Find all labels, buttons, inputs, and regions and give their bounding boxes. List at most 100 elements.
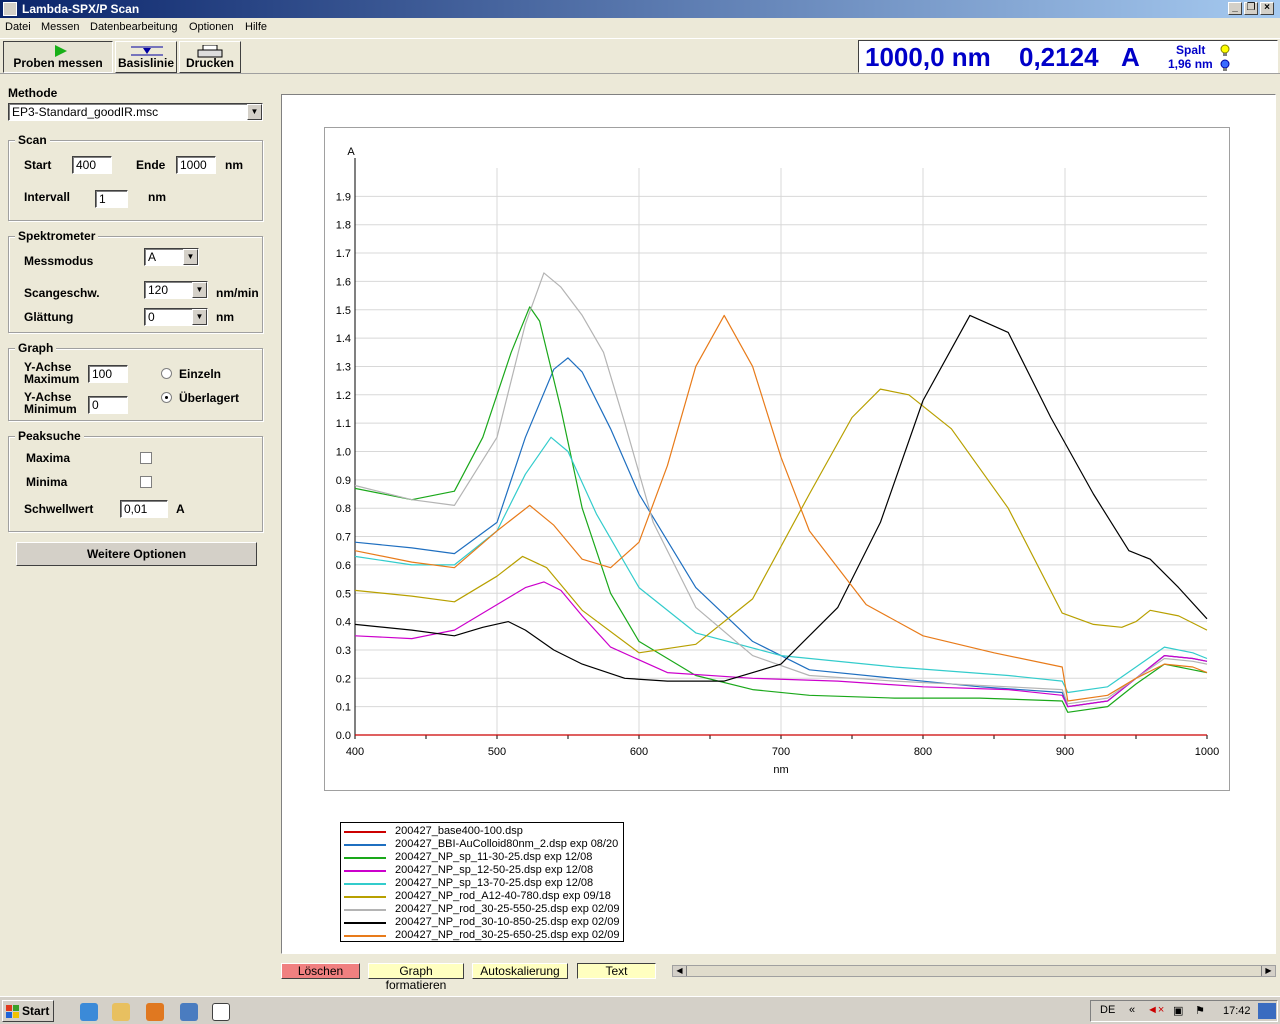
delete-button[interactable]: Löschen: [281, 963, 360, 979]
mode-select[interactable]: A ▼: [144, 248, 199, 266]
lamp-off-icon: [1220, 59, 1230, 71]
y-tick-label: 1.2: [336, 390, 351, 402]
menu-bar: Datei Messen Datenbearbeitung Optionen H…: [0, 18, 1280, 38]
chevron-down-icon[interactable]: ▼: [183, 249, 198, 265]
x-tick-label: 400: [346, 746, 364, 758]
flag-icon[interactable]: ⚑: [1195, 1005, 1205, 1017]
x-tick-label: 700: [772, 746, 790, 758]
y-tick-label: 0.6: [336, 560, 351, 572]
end-label: Ende: [136, 158, 166, 172]
scan-title: Scan: [15, 133, 50, 147]
legend-entry[interactable]: 200427_NP_rod_A12-40-780.dsp exp 09/18: [341, 890, 625, 903]
series-line-5: [354, 388, 1208, 654]
end-input[interactable]: 1000: [176, 156, 216, 174]
clock[interactable]: 17:42: [1223, 1005, 1251, 1017]
ymax-input[interactable]: 100: [88, 365, 128, 383]
x-tick-label: 500: [488, 746, 506, 758]
ymin-input[interactable]: 0: [88, 396, 128, 414]
chevron-down-icon[interactable]: ▼: [192, 309, 207, 325]
legend-entry[interactable]: 200427_NP_sp_12-50-25.dsp exp 12/08: [341, 864, 625, 877]
legend-entry[interactable]: 200427_NP_rod_30-25-550-25.dsp exp 02/09: [341, 903, 625, 916]
series-line-8: [354, 314, 1208, 702]
network-icon[interactable]: [180, 1003, 198, 1021]
menu-datenbearbeitung[interactable]: Datenbearbeitung: [90, 21, 178, 33]
desktop-icon[interactable]: [1258, 1003, 1276, 1019]
lambda-scan-task-icon[interactable]: [212, 1003, 230, 1021]
y-tick-label: 1.4: [336, 333, 351, 345]
series-line-6: [354, 272, 1208, 705]
scroll-left-icon[interactable]: ◀: [673, 966, 687, 976]
menu-hilfe[interactable]: Hilfe: [245, 21, 268, 33]
x-tick-label: 800: [914, 746, 932, 758]
usb-icon[interactable]: ▣: [1173, 1005, 1184, 1017]
maxima-label: Maxima: [26, 451, 71, 465]
tray-chevron-icon[interactable]: «: [1129, 1004, 1136, 1016]
legend-label: 200427_NP_rod_A12-40-780.dsp exp 09/18: [395, 890, 611, 902]
print-button[interactable]: Drucken: [179, 41, 241, 73]
legend-label: 200427_NP_rod_30-25-550-25.dsp exp 02/09: [395, 903, 620, 915]
menu-optionen[interactable]: Optionen: [189, 21, 234, 33]
spectrum-chart[interactable]: 0.0 0.1 0.2 0.3 0.4 0.5 0.6 0.7 0.8 0.9 1.0 1.1 1.2 1…: [325, 128, 1231, 792]
legend-entry[interactable]: 200427_BBI-AuColloid80nm_2.dsp exp 08/20: [341, 838, 625, 851]
format-graph-button[interactable]: Graph formatieren: [368, 963, 464, 992]
scroll-right-icon[interactable]: ▶: [1261, 966, 1275, 976]
series-line-7: [354, 314, 1208, 682]
legend-entry[interactable]: 200427_NP_rod_30-10-850-25.dsp exp 02/09: [341, 916, 625, 929]
y-tick-label: 0.5: [336, 588, 351, 600]
language-indicator[interactable]: DE: [1100, 1004, 1116, 1016]
legend-entry[interactable]: 200427_base400-100.dsp: [341, 825, 625, 838]
measurement-readout: 1000,0 nm 0,2124 A Spalt 1,96 nm: [858, 40, 1278, 73]
speed-select[interactable]: 120 ▼: [144, 281, 208, 299]
maxima-checkbox[interactable]: [140, 452, 152, 464]
minima-checkbox[interactable]: [140, 476, 152, 488]
y-tick-label: 1.5: [336, 305, 351, 317]
interval-input[interactable]: 1: [95, 190, 128, 208]
measure-samples-button[interactable]: Proben messen: [3, 41, 113, 73]
app-icon: [3, 2, 17, 16]
media-player-icon[interactable]: [146, 1003, 164, 1021]
speaker-icon[interactable]: ◄×: [1147, 1004, 1165, 1016]
baseline-label: Basislinie: [117, 56, 175, 70]
legend-swatch: [344, 870, 386, 872]
minima-label: Minima: [26, 475, 68, 489]
overlay-radio[interactable]: [161, 392, 172, 403]
restore-button[interactable]: ❐: [1244, 2, 1258, 15]
start-input[interactable]: 400: [72, 156, 112, 174]
legend-entry[interactable]: 200427_NP_rod_30-25-650-25.dsp exp 02/09: [341, 929, 625, 942]
ymax-label: Y-Achse Maximum: [24, 360, 80, 386]
autoscale-button[interactable]: Autoskalierung: [472, 963, 568, 979]
chart-area[interactable]: 0.0 0.1 0.2 0.3 0.4 0.5 0.6 0.7 0.8 0.9 1.0 1.1 1.2 1…: [324, 127, 1230, 791]
threshold-unit: A: [176, 502, 185, 516]
single-radio[interactable]: [161, 368, 172, 379]
close-button[interactable]: ×: [1260, 2, 1274, 15]
horizontal-scrollbar[interactable]: ◀ ▶: [672, 965, 1276, 977]
method-select[interactable]: EP3-Standard_goodIR.msc ▼: [8, 103, 263, 121]
minimize-button[interactable]: _: [1228, 2, 1242, 15]
legend-entry[interactable]: 200427_NP_sp_13-70-25.dsp exp 12/08: [341, 877, 625, 890]
more-options-button[interactable]: Weitere Optionen: [16, 542, 257, 566]
smoothing-select[interactable]: 0 ▼: [144, 308, 208, 326]
slit-label: Spalt: [1176, 43, 1206, 57]
threshold-input[interactable]: 0,01: [120, 500, 168, 518]
graph-settings-group: Graph: [8, 341, 263, 421]
chevron-down-icon[interactable]: ▼: [247, 104, 262, 120]
smoothing-unit: nm: [216, 310, 234, 324]
y-tick-label: 0.3: [336, 645, 351, 657]
menu-messen[interactable]: Messen: [41, 21, 80, 33]
y-tick-label: 0.9: [336, 475, 351, 487]
legend-swatch: [344, 831, 386, 833]
menu-datei[interactable]: Datei: [5, 21, 31, 33]
slit-value: 1,96 nm: [1168, 57, 1213, 71]
text-button[interactable]: Text: [577, 963, 656, 979]
legend-entry[interactable]: 200427_NP_sp_11-30-25.dsp exp 12/08: [341, 851, 625, 864]
y-tick-label: 0.7: [336, 532, 351, 544]
folder-icon[interactable]: [112, 1003, 130, 1021]
browser-icon[interactable]: [80, 1003, 98, 1021]
single-label: Einzeln: [179, 367, 222, 381]
y-tick-label: 1.1: [336, 418, 351, 430]
baseline-button[interactable]: Basislinie: [115, 41, 177, 73]
interval-label: Intervall: [24, 190, 71, 204]
chevron-down-icon[interactable]: ▼: [192, 282, 207, 298]
y-tick-label: 0.8: [336, 503, 351, 515]
start-button[interactable]: Start: [2, 1000, 54, 1022]
